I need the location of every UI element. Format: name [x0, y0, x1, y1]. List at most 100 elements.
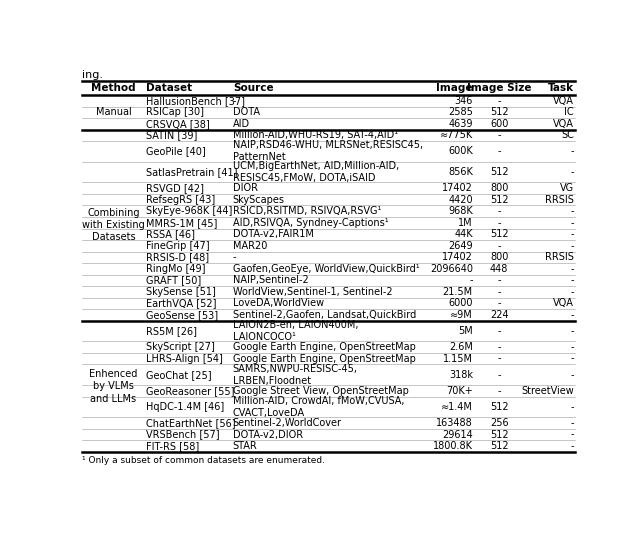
Text: -: - [497, 130, 501, 140]
Text: 600K: 600K [448, 147, 473, 156]
Text: -: - [570, 287, 574, 297]
Text: -: - [570, 430, 574, 440]
Text: VG: VG [560, 183, 574, 193]
Text: RRSIS: RRSIS [545, 195, 574, 205]
Text: GeoPile [40]: GeoPile [40] [146, 147, 205, 156]
Text: Task: Task [547, 83, 573, 93]
Text: VQA: VQA [553, 298, 574, 308]
Text: SatlasPretrain [41]: SatlasPretrain [41] [146, 167, 237, 177]
Text: 512: 512 [490, 229, 508, 239]
Text: 4639: 4639 [449, 119, 473, 129]
Text: Image: Image [436, 83, 473, 93]
Text: RSICap [30]: RSICap [30] [146, 107, 204, 117]
Text: ChatEarthNet [56]: ChatEarthNet [56] [146, 418, 236, 428]
Text: DOTA: DOTA [233, 107, 260, 117]
Text: 21.5M: 21.5M [443, 287, 473, 297]
Text: AID: AID [233, 119, 250, 129]
Text: 2649: 2649 [448, 241, 473, 251]
Text: Image Size: Image Size [467, 83, 531, 93]
Text: VQA: VQA [553, 96, 574, 106]
Text: -: - [497, 241, 501, 251]
Text: 968K: 968K [448, 206, 473, 216]
Text: UCM,BigEarthNet, AID,Million-AID,
RESISC45,FMoW, DOTA,iSAID: UCM,BigEarthNet, AID,Million-AID, RESISC… [233, 161, 399, 183]
Text: -: - [570, 206, 574, 216]
Text: LoveDA,WorldView: LoveDA,WorldView [233, 298, 324, 308]
Text: 224: 224 [490, 310, 508, 320]
Text: SkyScript [27]: SkyScript [27] [146, 342, 215, 352]
Text: 512: 512 [490, 195, 508, 205]
Text: AID,RSIVQA, Syndney-Captions¹: AID,RSIVQA, Syndney-Captions¹ [233, 218, 388, 228]
Text: Dataset: Dataset [146, 83, 192, 93]
Text: GeoChat [25]: GeoChat [25] [146, 370, 212, 379]
Text: 800: 800 [490, 252, 508, 262]
Text: -: - [570, 402, 574, 412]
Text: STAR: STAR [233, 441, 257, 451]
Text: GRAFT [50]: GRAFT [50] [146, 276, 201, 285]
Text: Combining
with Existing
Datasets: Combining with Existing Datasets [82, 208, 145, 243]
Text: RRSIS: RRSIS [545, 252, 574, 262]
Text: StreetView: StreetView [521, 386, 574, 396]
Text: NAIP,RSD46-WHU, MLRSNet,RESISC45,
PatternNet: NAIP,RSD46-WHU, MLRSNet,RESISC45, Patter… [233, 140, 423, 163]
Text: 17402: 17402 [442, 252, 473, 262]
Text: ≈1.4M: ≈1.4M [441, 402, 473, 412]
Text: -: - [497, 342, 501, 352]
Text: -: - [570, 370, 574, 379]
Text: 318k: 318k [449, 370, 473, 379]
Text: ≈775K: ≈775K [440, 130, 473, 140]
Text: -: - [570, 353, 574, 364]
Text: HqDC-1.4M [46]: HqDC-1.4M [46] [146, 402, 224, 412]
Text: 17402: 17402 [442, 183, 473, 193]
Text: SATIN [39]: SATIN [39] [146, 130, 197, 140]
Text: RSVGD [42]: RSVGD [42] [146, 183, 204, 193]
Text: 2.6M: 2.6M [449, 342, 473, 352]
Text: VRSBench [57]: VRSBench [57] [146, 430, 220, 440]
Text: MMRS-1M [45]: MMRS-1M [45] [146, 218, 218, 228]
Text: RRSIS-D [48]: RRSIS-D [48] [146, 252, 209, 262]
Text: -: - [570, 167, 574, 177]
Text: Google Earth Engine, OpenStreetMap: Google Earth Engine, OpenStreetMap [233, 353, 415, 364]
Text: ing.: ing. [83, 70, 104, 80]
Text: LHRS-Align [54]: LHRS-Align [54] [146, 353, 223, 364]
Text: SkyScapes: SkyScapes [233, 195, 285, 205]
Text: Gaofen,GeoEye, WorldView,QuickBird¹: Gaofen,GeoEye, WorldView,QuickBird¹ [233, 264, 419, 274]
Text: WorldView,Sentinel-1, Sentinel-2: WorldView,Sentinel-1, Sentinel-2 [233, 287, 392, 297]
Text: 512: 512 [490, 402, 508, 412]
Text: IC: IC [564, 107, 574, 117]
Text: Enhenced
by VLMs
and LLMs: Enhenced by VLMs and LLMs [90, 369, 138, 403]
Text: Manual: Manual [95, 107, 131, 117]
Text: SkyEye-968K [44]: SkyEye-968K [44] [146, 206, 232, 216]
Text: -: - [497, 326, 501, 336]
Text: Sentinel-2,Gaofen, Landsat,QuickBird: Sentinel-2,Gaofen, Landsat,QuickBird [233, 310, 416, 320]
Text: -: - [570, 310, 574, 320]
Text: 512: 512 [490, 430, 508, 440]
Text: -: - [570, 326, 574, 336]
Text: MAR20: MAR20 [233, 241, 267, 251]
Text: LAION2B-en, LAION400M,
LAIONCOCO¹: LAION2B-en, LAION400M, LAIONCOCO¹ [233, 320, 358, 342]
Text: -: - [233, 252, 236, 262]
Text: DOTA-v2,DIOR: DOTA-v2,DIOR [233, 430, 303, 440]
Text: GeoReasoner [55]: GeoReasoner [55] [146, 386, 234, 396]
Text: -: - [469, 276, 473, 285]
Text: -: - [497, 276, 501, 285]
Text: -: - [497, 287, 501, 297]
Text: -: - [570, 264, 574, 274]
Text: -: - [497, 353, 501, 364]
Text: EarthVQA [52]: EarthVQA [52] [146, 298, 216, 308]
Text: FIT-RS [58]: FIT-RS [58] [146, 441, 199, 451]
Text: SkySense [51]: SkySense [51] [146, 287, 216, 297]
Text: 448: 448 [490, 264, 508, 274]
Text: RSSA [46]: RSSA [46] [146, 229, 195, 239]
Text: -: - [570, 441, 574, 451]
Text: 2585: 2585 [448, 107, 473, 117]
Text: Million-AID, CrowdAI, fMoW,CVUSA,
CVACT,LoveDA: Million-AID, CrowdAI, fMoW,CVUSA, CVACT,… [233, 396, 404, 418]
Text: -: - [570, 147, 574, 156]
Text: -: - [497, 298, 501, 308]
Text: 163488: 163488 [436, 418, 473, 428]
Text: 29614: 29614 [442, 430, 473, 440]
Text: SAMRS,NWPU-RESISC-45,
LRBEN,Floodnet: SAMRS,NWPU-RESISC-45, LRBEN,Floodnet [233, 364, 358, 386]
Text: 512: 512 [490, 107, 508, 117]
Text: 256: 256 [490, 418, 508, 428]
Text: 70K+: 70K+ [446, 386, 473, 396]
Text: DIOR: DIOR [233, 183, 258, 193]
Text: 856K: 856K [448, 167, 473, 177]
